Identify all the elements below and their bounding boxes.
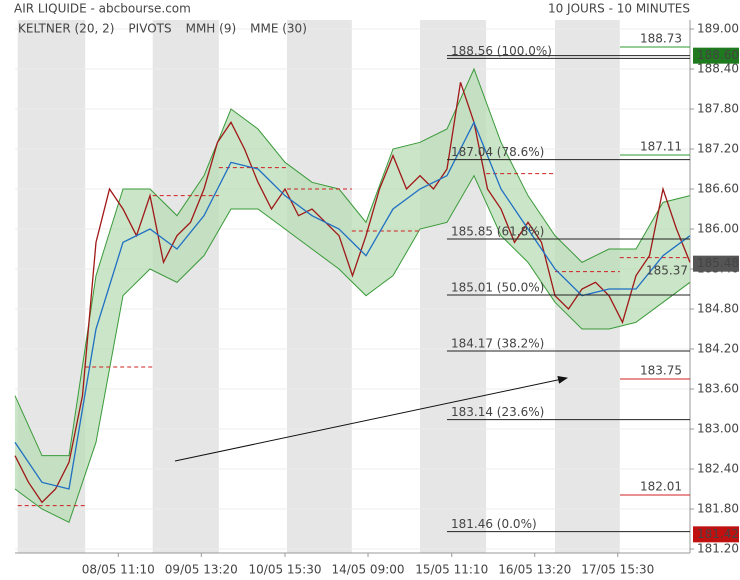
- legend-entry: PIVOTS: [128, 22, 171, 36]
- session-band: [152, 20, 219, 553]
- y-tick-label: 189.00: [697, 22, 739, 36]
- y-tick-label: 188.40: [697, 62, 739, 76]
- y-tick-label: 184.80: [697, 302, 739, 316]
- x-tick-label: 09/05 13:20: [165, 563, 238, 577]
- y-tick-label: 183.00: [697, 422, 739, 436]
- price-marker-label: 182.01: [640, 480, 682, 494]
- price-box: [693, 526, 739, 543]
- y-tick-label: 187.20: [697, 142, 739, 156]
- y-tick-label: 183.60: [697, 382, 739, 396]
- keltner-upper: [14, 67, 691, 457]
- fib-label: 183.14 (23.6%): [451, 405, 544, 419]
- keltner-lower: [14, 174, 691, 524]
- chart-subtitle: 10 JOURS - 10 MINUTES: [548, 2, 690, 16]
- chart-title: AIR LIQUIDE - abcbourse.com: [14, 2, 191, 16]
- x-tick-label: 08/05 11:10: [82, 563, 155, 577]
- x-tick-label: 17/05 15:30: [581, 563, 654, 577]
- price-box: [693, 255, 739, 272]
- price-line: [14, 120, 691, 490]
- price-box: [693, 47, 739, 64]
- legend-entry: KELTNER (20, 2): [18, 22, 114, 36]
- x-tick-label: 14/05 09:00: [332, 563, 405, 577]
- x-tick-label: 10/05 15:30: [249, 563, 322, 577]
- y-tick-label: 186.60: [697, 182, 739, 196]
- price-marker-label: 188.73: [640, 32, 682, 46]
- y-tick-label: 184.20: [697, 342, 739, 356]
- fib-label: 188.56 (100.0%): [451, 44, 552, 58]
- fib-label: 185.85 (61.8%): [451, 225, 544, 239]
- y-tick-label: 182.40: [697, 462, 739, 476]
- price-box-label: 185.48: [697, 256, 739, 270]
- session-band: [287, 20, 352, 553]
- y-tick-label: 181.80: [697, 502, 739, 516]
- legend-entry: MMH (9): [186, 22, 237, 36]
- y-tick-label: 186.00: [697, 222, 739, 236]
- price-box-label: 188.60: [697, 48, 739, 62]
- x-tick-label: 16/05 13:20: [498, 563, 571, 577]
- fib-label: 184.17 (38.2%): [451, 337, 544, 351]
- fib-label: 181.46 (0.0%): [451, 517, 537, 531]
- inline-label: 185.37: [646, 264, 688, 278]
- price-line: [14, 82, 691, 504]
- y-tick-label: 187.80: [697, 102, 739, 116]
- fib-label: 187.04 (78.6%): [451, 145, 544, 159]
- price-box-label: 181.42: [697, 527, 739, 541]
- y-tick-label: 181.20: [697, 542, 739, 556]
- price-marker-label: 183.75: [640, 364, 682, 378]
- legend-entry: MME (30): [250, 22, 307, 36]
- x-tick-label: 15/05 11:10: [415, 563, 488, 577]
- price-marker-label: 187.11: [640, 140, 682, 154]
- trend-arrow: [174, 375, 568, 462]
- fib-label: 185.01 (50.0%): [451, 281, 544, 295]
